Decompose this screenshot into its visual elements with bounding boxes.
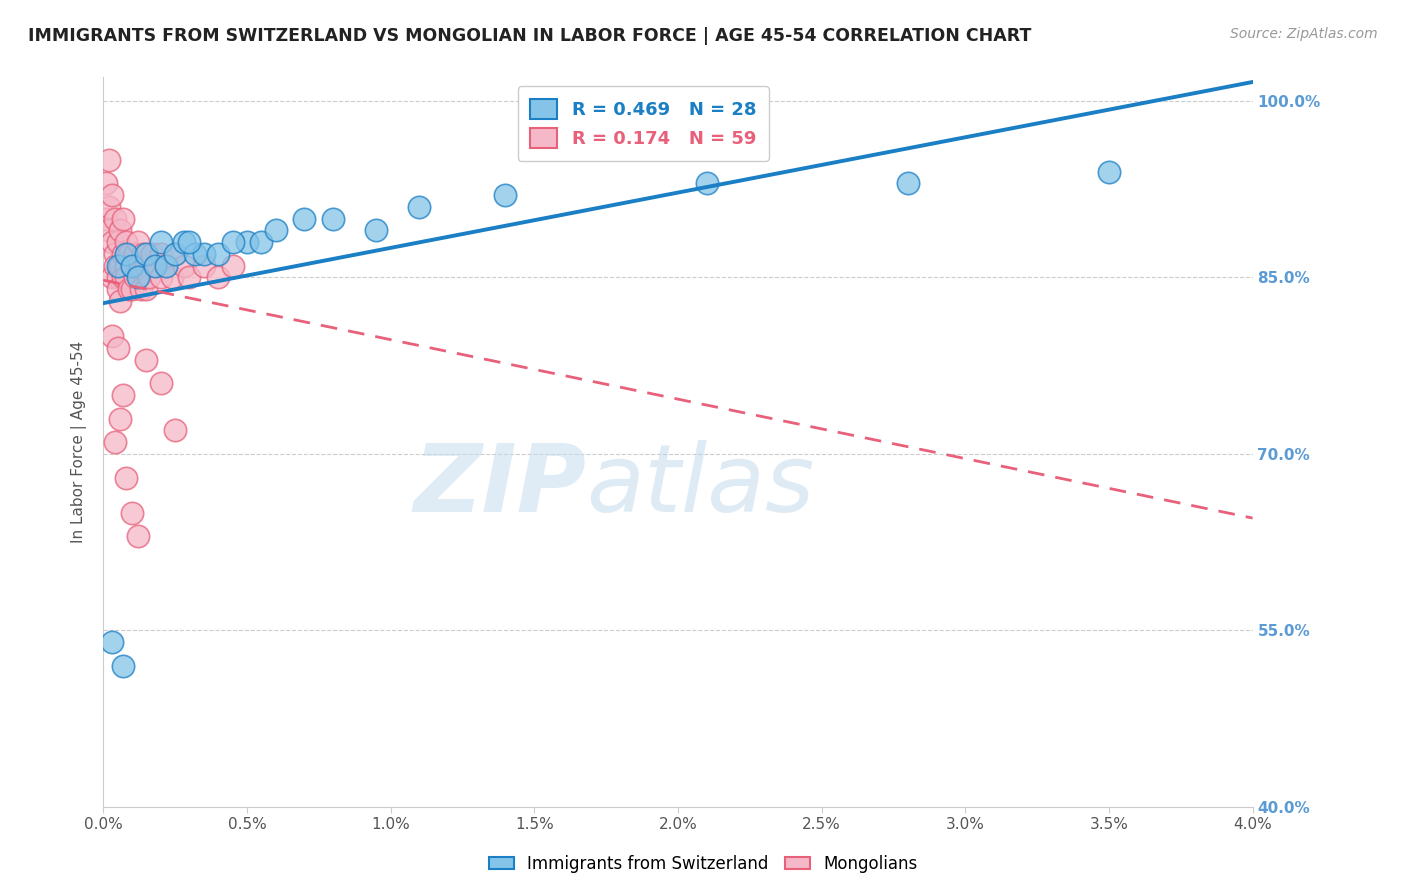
Point	[129, 282, 152, 296]
Point	[165, 424, 187, 438]
Point	[366, 223, 388, 237]
Point	[115, 259, 138, 273]
Point	[160, 270, 183, 285]
Point	[121, 259, 143, 273]
Point	[149, 270, 172, 285]
Text: atlas: atlas	[586, 441, 814, 532]
Point	[97, 153, 120, 167]
Point	[104, 211, 127, 226]
Point	[127, 259, 149, 273]
Point	[121, 506, 143, 520]
Point	[221, 259, 243, 273]
Point	[179, 235, 201, 249]
Point	[127, 529, 149, 543]
Text: IMMIGRANTS FROM SWITZERLAND VS MONGOLIAN IN LABOR FORCE | AGE 45-54 CORRELATION : IMMIGRANTS FROM SWITZERLAND VS MONGOLIAN…	[28, 27, 1032, 45]
Point	[112, 388, 135, 402]
Point	[104, 247, 127, 261]
Point	[94, 177, 117, 191]
Point	[97, 200, 120, 214]
Point	[165, 247, 187, 261]
Point	[101, 635, 124, 649]
Point	[696, 177, 718, 191]
Point	[127, 235, 149, 249]
Point	[236, 235, 259, 249]
Point	[94, 211, 117, 226]
Point	[124, 270, 146, 285]
Point	[115, 470, 138, 484]
Point	[107, 259, 129, 273]
Text: Source: ZipAtlas.com: Source: ZipAtlas.com	[1230, 27, 1378, 41]
Point	[110, 411, 132, 425]
Point	[104, 259, 127, 273]
Point	[149, 247, 172, 261]
Point	[179, 270, 201, 285]
Point	[115, 270, 138, 285]
Point	[165, 247, 187, 261]
Point	[115, 247, 138, 261]
Point	[135, 259, 157, 273]
Point	[207, 270, 229, 285]
Point	[149, 235, 172, 249]
Point	[250, 235, 273, 249]
Legend: R = 0.469   N = 28, R = 0.174   N = 59: R = 0.469 N = 28, R = 0.174 N = 59	[517, 87, 769, 161]
Point	[1098, 164, 1121, 178]
Point	[121, 282, 143, 296]
Point	[107, 341, 129, 355]
Point	[173, 259, 195, 273]
Point	[897, 177, 920, 191]
Point	[193, 247, 215, 261]
Point	[101, 329, 124, 343]
Point	[112, 658, 135, 673]
Point	[184, 247, 207, 261]
Text: ZIP: ZIP	[413, 440, 586, 532]
Y-axis label: In Labor Force | Age 45-54: In Labor Force | Age 45-54	[72, 341, 87, 543]
Point	[143, 259, 166, 273]
Point	[408, 200, 430, 214]
Point	[155, 259, 177, 273]
Point	[135, 282, 157, 296]
Point	[155, 259, 177, 273]
Point	[135, 352, 157, 367]
Legend: Immigrants from Switzerland, Mongolians: Immigrants from Switzerland, Mongolians	[482, 848, 924, 880]
Point	[110, 223, 132, 237]
Point	[322, 211, 344, 226]
Point	[141, 247, 163, 261]
Point	[101, 235, 124, 249]
Point	[143, 259, 166, 273]
Point	[110, 259, 132, 273]
Point	[110, 293, 132, 308]
Point	[495, 188, 517, 202]
Point	[101, 188, 124, 202]
Point	[221, 235, 243, 249]
Point	[107, 235, 129, 249]
Point	[292, 211, 315, 226]
Point	[118, 282, 141, 296]
Point	[107, 282, 129, 296]
Point	[173, 235, 195, 249]
Point	[104, 435, 127, 450]
Point	[121, 259, 143, 273]
Point	[112, 211, 135, 226]
Point	[97, 223, 120, 237]
Point	[193, 259, 215, 273]
Point	[112, 270, 135, 285]
Point	[124, 247, 146, 261]
Point	[135, 247, 157, 261]
Point	[138, 270, 160, 285]
Point	[127, 270, 149, 285]
Point	[112, 247, 135, 261]
Point	[118, 247, 141, 261]
Point	[115, 235, 138, 249]
Point	[107, 270, 129, 285]
Point	[149, 376, 172, 391]
Point	[132, 247, 155, 261]
Point	[264, 223, 287, 237]
Point	[207, 247, 229, 261]
Point	[101, 270, 124, 285]
